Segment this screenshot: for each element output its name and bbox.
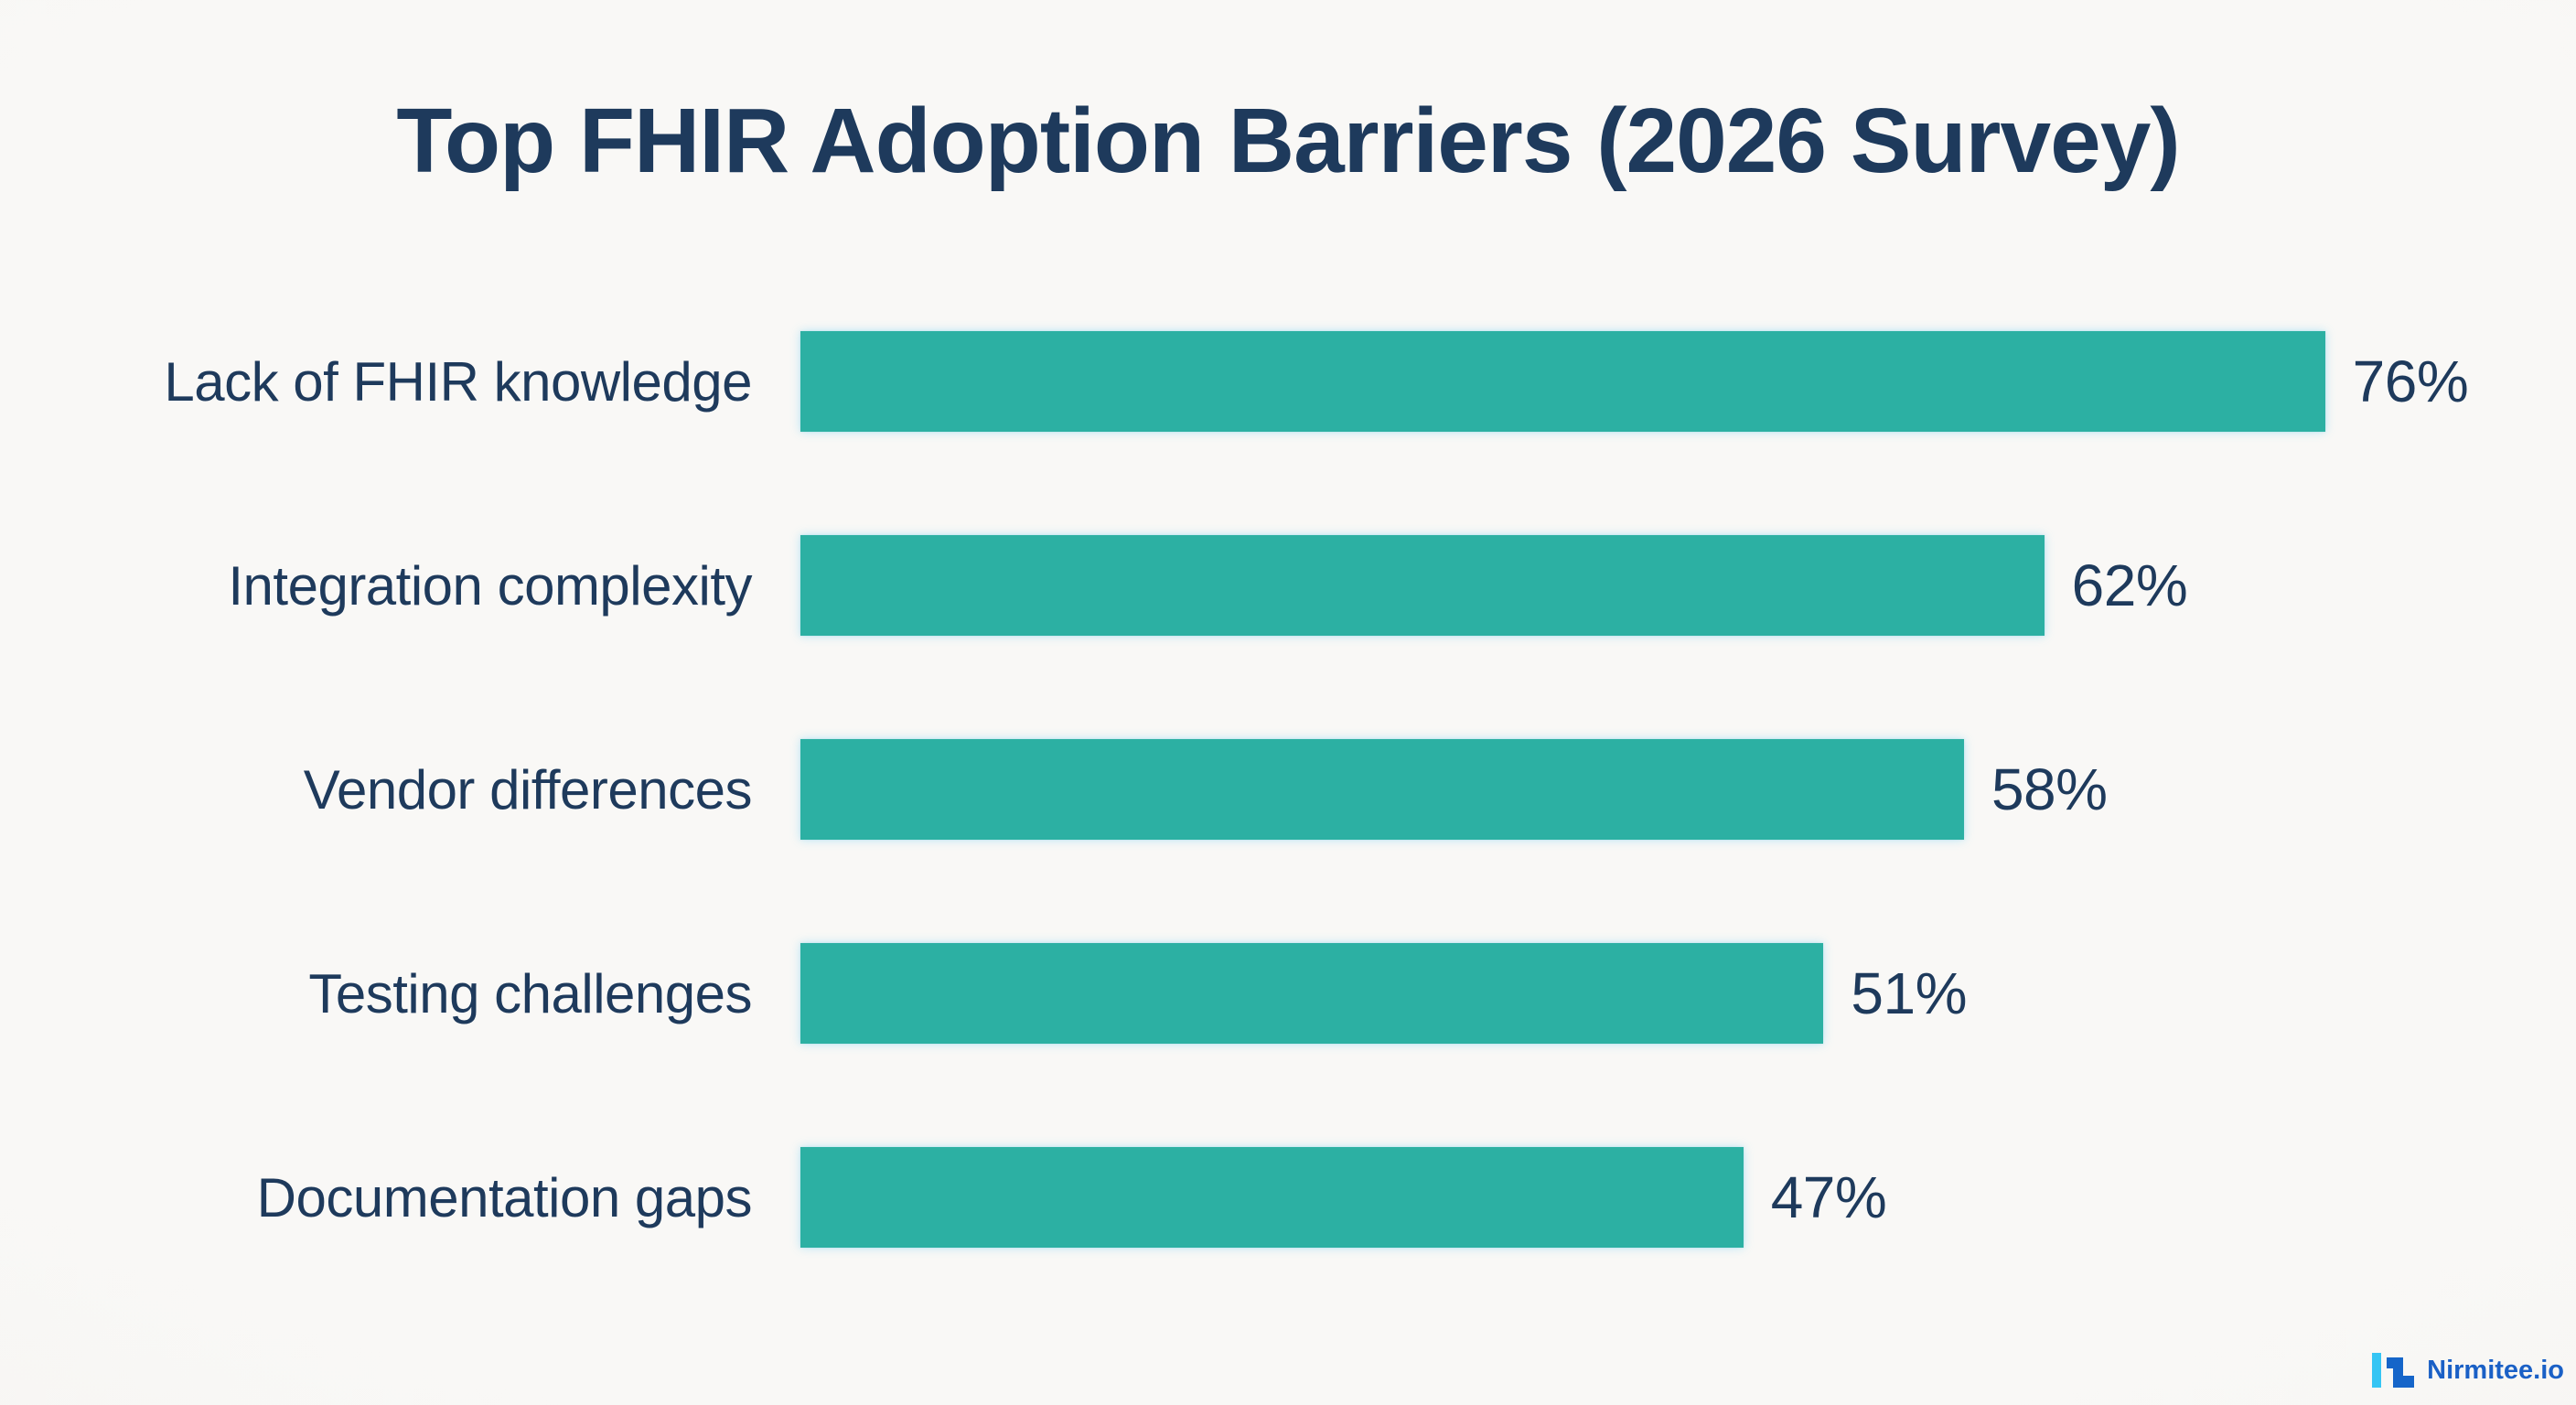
bar-chart: Lack of FHIR knowledge 76% Integration c… bbox=[0, 331, 2576, 1248]
bar-value: 47% bbox=[1770, 1164, 1887, 1230]
bar-label: Integration complexity bbox=[228, 554, 752, 617]
bar-label: Lack of FHIR knowledge bbox=[164, 350, 752, 413]
nirmitee-logo-icon bbox=[2372, 1353, 2415, 1388]
bar-track: 76% bbox=[800, 331, 2576, 432]
bar bbox=[800, 535, 2045, 636]
bar-value: 51% bbox=[1851, 960, 1968, 1026]
bar bbox=[800, 943, 1824, 1044]
bar-label: Documentation gaps bbox=[256, 1166, 753, 1228]
bar-track: 47% bbox=[800, 1147, 2576, 1248]
bar-row: Documentation gaps 47% bbox=[0, 1147, 2576, 1248]
bar-row: Integration complexity 62% bbox=[0, 535, 2576, 636]
bar bbox=[800, 1147, 1744, 1248]
bar-label: Vendor differences bbox=[303, 758, 753, 820]
bar-label: Testing challenges bbox=[308, 962, 752, 1024]
bar-value: 58% bbox=[1991, 756, 2108, 822]
bar bbox=[800, 739, 1964, 840]
bar-track: 58% bbox=[800, 739, 2576, 840]
bar-rows: Lack of FHIR knowledge 76% Integration c… bbox=[0, 331, 2576, 1248]
bar-track: 62% bbox=[800, 535, 2576, 636]
bar-row: Lack of FHIR knowledge 76% bbox=[0, 331, 2576, 432]
bar-value: 76% bbox=[2352, 349, 2469, 414]
page-title: Top FHIR Adoption Barriers (2026 Survey) bbox=[396, 90, 2180, 192]
bar-value: 62% bbox=[2071, 552, 2188, 618]
bar bbox=[800, 331, 2325, 432]
bar-row: Vendor differences 58% bbox=[0, 739, 2576, 840]
brand-logo-text: Nirmitee.io bbox=[2427, 1355, 2564, 1385]
brand-logo: Nirmitee.io bbox=[2372, 1352, 2564, 1389]
bar-track: 51% bbox=[800, 943, 2576, 1044]
bar-row: Testing challenges 51% bbox=[0, 943, 2576, 1044]
